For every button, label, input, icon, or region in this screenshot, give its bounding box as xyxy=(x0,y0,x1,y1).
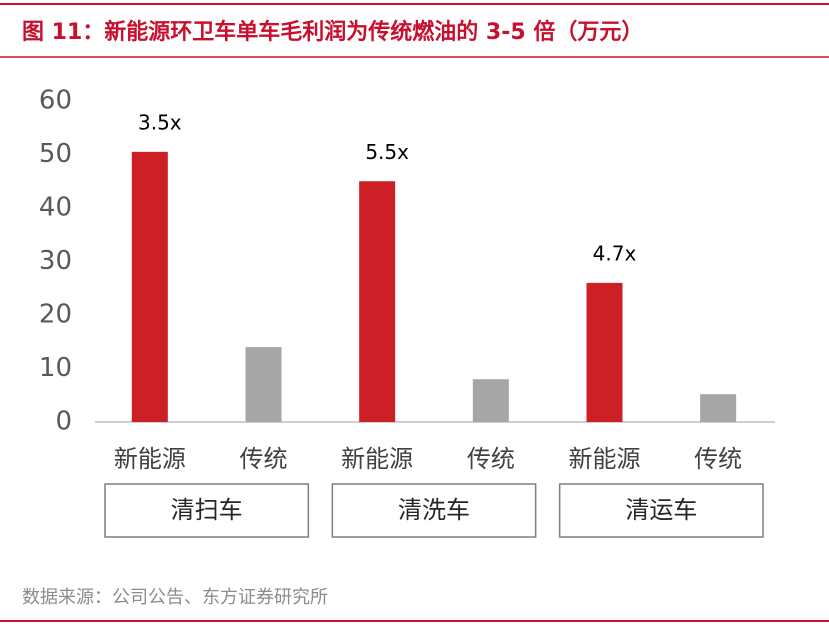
group-label: 清运车 xyxy=(625,496,697,524)
bar xyxy=(359,181,396,422)
y-tick-label: 0 xyxy=(55,407,72,437)
y-tick-label: 50 xyxy=(39,139,72,169)
y-tick-label: 10 xyxy=(39,353,72,383)
y-tick-label: 40 xyxy=(39,193,72,223)
y-tick-label: 20 xyxy=(39,300,72,330)
chart-title: 图 11：新能源环卫车单车毛利润为传统燃油的 3-5 倍（万元） xyxy=(22,19,643,45)
y-tick-label: 60 xyxy=(39,86,72,116)
bar xyxy=(472,379,509,422)
x-tick-label: 传统 xyxy=(694,445,742,473)
group-box xyxy=(558,483,764,538)
bar xyxy=(131,151,168,422)
group-box xyxy=(104,483,310,538)
annotation: 3.5x xyxy=(138,110,182,134)
annotation: 4.7x xyxy=(593,241,637,265)
annotation: 5.5x xyxy=(365,140,409,164)
x-tick-label: 新能源 xyxy=(341,445,413,473)
group-label: 清洗车 xyxy=(398,496,470,524)
x-tick-label: 新能源 xyxy=(114,445,186,473)
x-tick-label: 传统 xyxy=(240,445,288,473)
x-tick-label: 新能源 xyxy=(569,445,641,473)
group-box xyxy=(331,483,537,538)
bar xyxy=(245,347,282,422)
group-label: 清扫车 xyxy=(171,496,243,524)
bar xyxy=(586,282,623,422)
bar xyxy=(700,394,737,422)
x-tick-label: 传统 xyxy=(467,445,515,473)
source-note: 数据来源：公司公告、东方证券研究所 xyxy=(22,587,328,608)
y-tick-label: 30 xyxy=(39,246,72,276)
